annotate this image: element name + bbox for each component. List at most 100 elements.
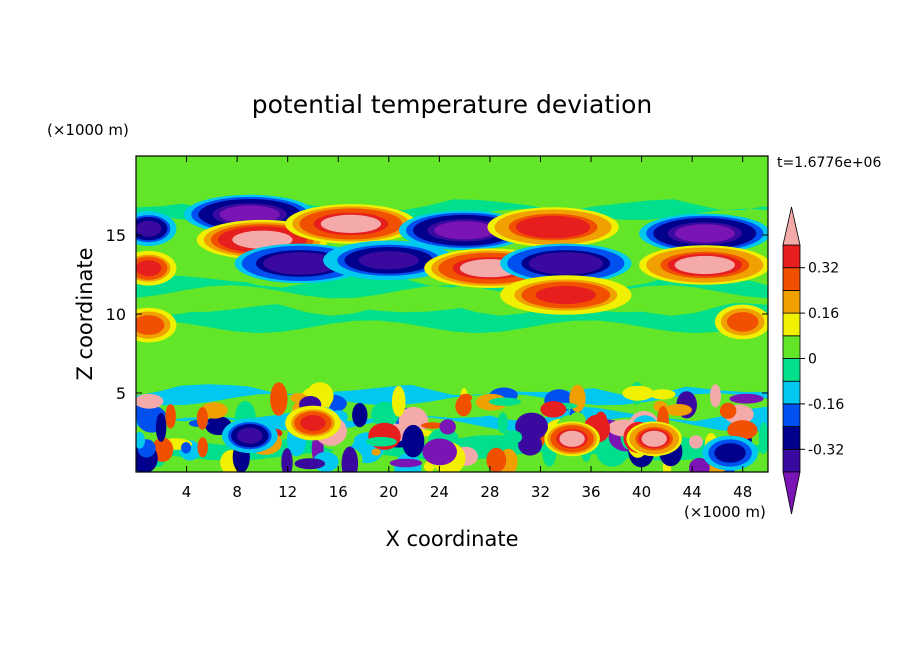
field-band: [136, 349, 768, 381]
field-cell: [710, 384, 721, 408]
field-cell: [689, 435, 703, 449]
field-cell: [518, 433, 543, 456]
field-feature: [535, 254, 596, 273]
field-cell: [197, 437, 208, 458]
field-feature: [237, 427, 263, 444]
x-tick-label: 32: [531, 483, 550, 501]
field-feature: [535, 285, 596, 305]
colorbar-swatch: [782, 358, 801, 382]
time-label: t=1.6776e+06: [777, 155, 881, 171]
field-cell: [689, 457, 710, 472]
field-feature: [641, 430, 667, 447]
field-feature: [730, 313, 756, 330]
field-cell: [729, 393, 764, 404]
colorbar: 0.32 0.16 0 -0.16 -0.32: [782, 206, 844, 515]
colorbar-tick-label: 0.16: [808, 306, 839, 322]
colorbar-swatch: [782, 380, 801, 405]
x-tick-label: 48: [733, 483, 752, 501]
field-feature: [358, 251, 419, 270]
x-axis-label: X coordinate: [385, 527, 518, 551]
x-tick-label: 4: [182, 483, 192, 501]
y-unit-label: (×1000 m): [47, 121, 129, 139]
field-cell: [389, 458, 423, 468]
field-cell: [394, 453, 422, 472]
plot-area: [136, 156, 768, 472]
colorbar-over-triangle: [782, 206, 801, 246]
colorbar-swatch: [782, 335, 801, 359]
field-cell: [649, 389, 676, 400]
y-tick-label: 10: [106, 305, 126, 324]
field-cell: [294, 458, 326, 470]
field-cell: [421, 422, 444, 429]
field-feature: [674, 224, 735, 243]
chart-title: potential temperature deviation: [252, 90, 652, 119]
colorbar-tick-label: -0.32: [808, 442, 844, 458]
x-tick-label: 12: [278, 483, 297, 501]
field-cell: [503, 430, 523, 445]
field-cell: [371, 401, 400, 427]
field-cell: [719, 402, 737, 419]
field-feature: [717, 445, 743, 461]
field-cell: [352, 403, 368, 428]
field-cell: [758, 421, 768, 455]
field-cell: [136, 405, 157, 418]
field-cell: [727, 420, 758, 440]
colorbar-tick-label: 0.32: [808, 261, 839, 277]
field-cell: [341, 446, 359, 472]
field-cell: [196, 407, 208, 430]
colorbar-swatch: [782, 426, 801, 450]
field-feature: [300, 415, 326, 431]
x-tick-label: 20: [379, 483, 398, 501]
x-tick-label: 16: [329, 483, 348, 501]
field-feature: [219, 205, 280, 224]
field-cell: [439, 419, 456, 435]
field-cell: [155, 412, 167, 442]
colorbar-tick-label: -0.16: [808, 397, 844, 413]
field-feature: [559, 430, 585, 447]
field-cell: [540, 401, 567, 418]
field-band: [136, 156, 768, 174]
field-feature: [136, 317, 162, 334]
field-feature: [434, 221, 495, 240]
field-band: [136, 380, 768, 406]
field-band: [136, 369, 768, 392]
x-tick-label: 44: [683, 483, 702, 501]
x-tick-label: 8: [232, 483, 242, 501]
colorbar-tick-label: 0: [808, 352, 817, 368]
x-unit-label: (×1000 m): [684, 503, 766, 521]
y-axis-label: Z coordinate: [73, 247, 97, 380]
field-cell: [489, 397, 521, 406]
field-cell: [402, 424, 425, 458]
x-tick-label: 28: [480, 483, 499, 501]
field-cell: [497, 412, 508, 434]
x-tick-label: 24: [430, 483, 449, 501]
y-tick-label: 5: [116, 384, 126, 403]
x-tick-label: 40: [632, 483, 651, 501]
field-cell: [568, 456, 588, 472]
field-cell: [459, 393, 473, 402]
field-cell: [281, 448, 293, 472]
colorbar-swatch: [782, 244, 801, 269]
field-feature: [232, 230, 293, 249]
field-cell: [486, 447, 507, 472]
field-feature: [136, 220, 162, 237]
colorbar-swatch: [782, 403, 801, 427]
field-feature: [270, 254, 331, 273]
x-tick-label: 36: [581, 483, 600, 501]
field-cell: [422, 438, 458, 466]
field-cell: [398, 406, 429, 436]
field-cell: [371, 448, 381, 456]
colorbar-swatch: [782, 267, 801, 291]
field-cell: [622, 385, 654, 401]
field-feature: [320, 214, 381, 233]
colorbar-swatch: [782, 448, 801, 473]
field-cell: [664, 404, 693, 416]
colorbar-swatch: [782, 289, 801, 314]
field-cell: [136, 431, 145, 449]
field-feature: [674, 255, 735, 275]
field-feature: [523, 218, 584, 237]
y-tick-label: 15: [106, 226, 126, 245]
field-cell: [136, 393, 164, 409]
field-cell: [515, 412, 548, 441]
